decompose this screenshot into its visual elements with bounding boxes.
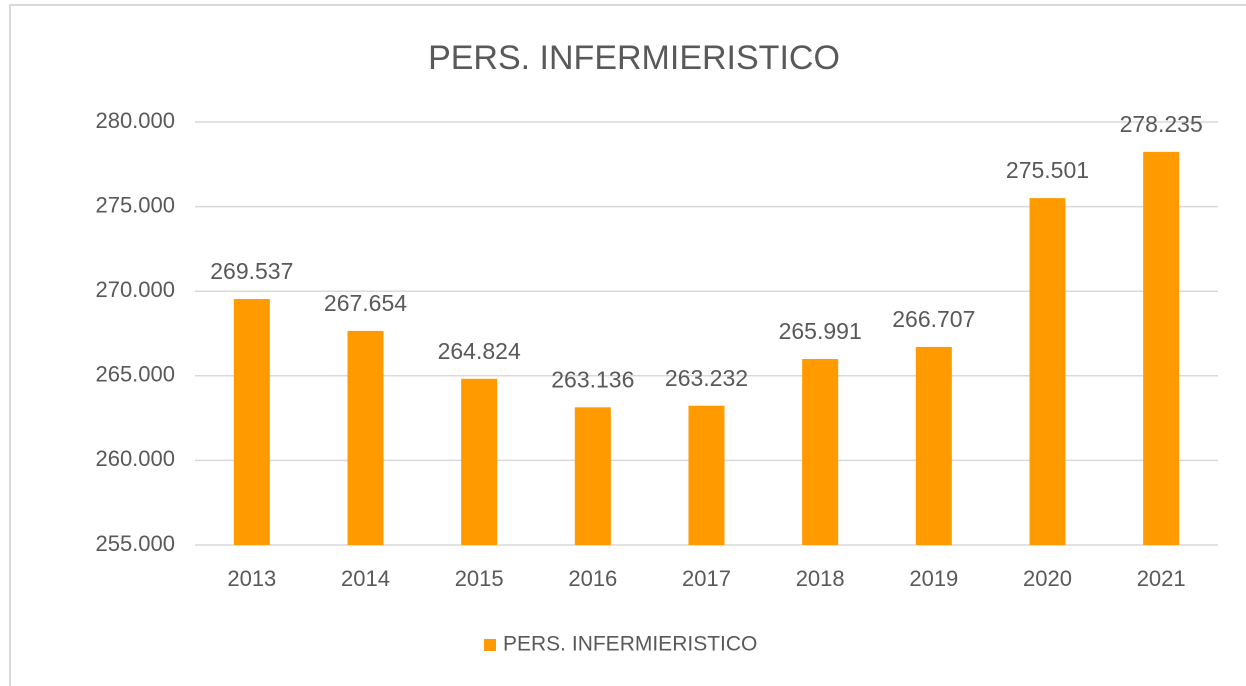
y-tick-label: 265.000 (95, 362, 175, 387)
x-tick-label: 2015 (455, 566, 504, 591)
bar (461, 378, 498, 545)
legend-swatch (484, 639, 496, 651)
bar (1029, 198, 1066, 545)
x-tick-label: 2021 (1137, 566, 1186, 591)
data-label: 275.501 (1006, 157, 1089, 183)
bar (574, 407, 611, 545)
y-tick-label: 260.000 (95, 446, 175, 471)
data-label: 265.991 (779, 318, 862, 344)
bar (233, 299, 270, 545)
data-label: 267.654 (324, 290, 407, 316)
bar (347, 330, 384, 545)
chart-title: PERS. INFERMIERISTICO (428, 39, 840, 77)
x-tick-label: 2016 (568, 566, 617, 591)
data-label: 278.235 (1120, 111, 1203, 137)
bar (802, 359, 839, 545)
y-tick-label: 270.000 (95, 277, 175, 302)
x-tick-label: 2019 (909, 566, 958, 591)
x-tick-label: 2017 (682, 566, 731, 591)
bar (1143, 151, 1180, 545)
data-label: 264.824 (438, 338, 521, 364)
x-tick-label: 2013 (227, 566, 276, 591)
x-tick-label: 2014 (341, 566, 390, 591)
y-tick-label: 275.000 (95, 192, 175, 217)
x-tick-label: 2018 (796, 566, 845, 591)
bar (915, 346, 952, 545)
data-label: 263.232 (665, 365, 748, 391)
bar (688, 405, 725, 545)
data-label: 269.537 (210, 258, 293, 284)
legend-label: PERS. INFERMIERISTICO (503, 633, 757, 656)
x-tick-label: 2020 (1023, 566, 1072, 591)
data-label: 266.707 (892, 306, 975, 332)
y-tick-label: 255.000 (95, 531, 175, 556)
data-label: 263.136 (551, 366, 634, 392)
y-tick-label: 280.000 (95, 108, 175, 133)
